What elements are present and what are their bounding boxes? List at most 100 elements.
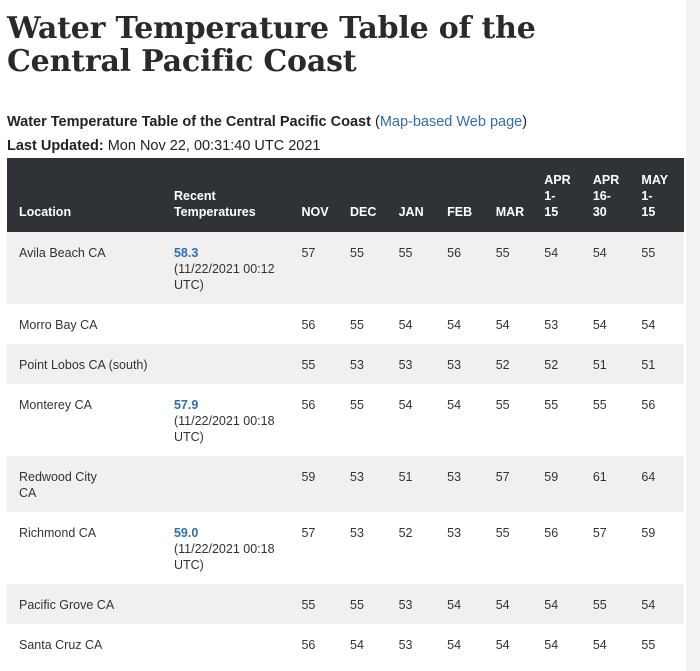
temp-may-1-15: 51 [641,358,656,372]
table-row: Redwood City CA 59 53 51 53 57 59 61 64 [7,456,684,512]
recent-temperature-cell: 58.3 (11/22/2021 00:12 UTC) [174,232,302,304]
temp-jan: 52 [398,526,413,540]
temp-mar: 55 [495,246,510,260]
paren-close: ) [522,114,528,130]
temp-apr-16-30: 61 [592,470,607,484]
temp-jan: 54 [398,318,413,332]
recent-temperature-time: (11/22/2021 00:12 UTC) [173,262,275,292]
table-header-row: Location Recent Temperatures NOV DEC JAN … [7,158,684,232]
temp-dec: 55 [350,398,364,412]
recent-temperature-cell [174,304,302,344]
header-may-1-15: MAY 1- 15 [641,173,669,219]
temp-nov: 59 [301,470,316,484]
table-row: Pacific Grove CA 55 55 53 54 54 54 55 54 [7,584,684,624]
temp-apr-1-15: 54 [544,246,559,260]
header-mar: MAR [495,205,525,219]
temp-feb: 53 [447,470,462,484]
temp-nov: 56 [301,398,316,412]
location-cell: Morro Bay CA [7,304,174,344]
temp-feb: 53 [447,526,462,540]
temp-nov: 56 [301,638,316,652]
table-row: Richmond CA 59.0 (11/22/2021 00:18 UTC) 57 5… [7,512,684,584]
temp-apr-16-30: 54 [592,246,607,260]
temp-nov: 57 [301,246,316,260]
temp-mar: 54 [495,638,510,652]
table-row: Monterey CA 57.9 (11/22/2021 00:18 UTC) 56 5… [7,384,684,456]
temp-dec: 53 [350,358,364,372]
scrollbar-track[interactable] [686,0,700,671]
header-dec: DEC [350,205,377,219]
temp-jan: 53 [398,358,413,372]
temp-dec: 53 [350,470,364,484]
location-name: Point Lobos CA (south) [19,358,148,372]
temp-dec: 54 [350,638,364,652]
last-updated-label: Last Updated: [7,138,104,154]
temp-feb: 53 [447,358,462,372]
temp-mar: 57 [495,470,510,484]
temp-nov: 55 [301,358,316,372]
recent-temperature-cell: 59.0 (11/22/2021 00:18 UTC) [174,512,302,584]
temp-apr-1-15: 52 [544,358,559,372]
caption-title: Water Temperature Table of the Central P… [7,114,371,130]
temp-may-1-15: 55 [641,246,656,260]
location-cell: Point Lobos CA (south) [7,344,174,384]
temp-mar: 55 [495,526,510,540]
recent-temperature-cell [174,344,302,384]
location-name: Avila Beach CA [19,246,106,260]
temp-mar: 54 [495,598,510,612]
recent-temperature-cell [174,584,302,624]
header-jan: JAN [398,205,424,219]
location-cell: Santa Cruz CA [7,624,174,664]
temp-jan: 53 [398,598,413,612]
temp-feb: 54 [447,318,462,332]
header-apr-16-30: APR 16- 30 [592,173,620,219]
header-nov: NOV [301,205,329,219]
temp-apr-1-15: 53 [544,318,559,332]
temp-may-1-15: 55 [641,638,656,652]
temp-nov: 56 [301,318,316,332]
recent-temperature-link[interactable]: 58.3 [173,246,199,260]
location-name: Santa Cruz CA [19,638,103,652]
temp-may-1-15: 54 [641,598,656,612]
table-row: Avila Beach CA 58.3 (11/22/2021 00:12 UTC)… [7,232,684,304]
temp-nov: 55 [301,598,316,612]
temp-may-1-15: 56 [641,398,656,412]
location-cell: Avila Beach CA [7,232,174,304]
water-temperature-table: Location Recent Temperatures NOV DEC JAN … [7,158,684,664]
temp-mar: 54 [495,318,510,332]
temp-apr-16-30: 57 [592,526,607,540]
table-row: Santa Cruz CA 56 54 53 54 54 54 54 55 [7,624,684,664]
temp-jan: 51 [398,470,413,484]
header-recent: Recent Temperatures [173,189,256,219]
temp-apr-16-30: 54 [592,638,607,652]
temp-apr-16-30: 55 [592,598,607,612]
map-page-link[interactable]: Map-based Web page [379,114,523,130]
location-cell: Monterey CA [7,384,174,456]
temp-apr-1-15: 54 [544,598,559,612]
table-row: Morro Bay CA 56 55 54 54 54 53 54 54 [7,304,684,344]
location-name: Morro Bay CA [19,318,98,332]
temp-feb: 54 [447,638,462,652]
header-feb: FEB [447,205,473,219]
temp-jan: 55 [398,246,413,260]
temp-may-1-15: 59 [641,526,656,540]
temp-mar: 52 [495,358,510,372]
temp-may-1-15: 64 [641,470,656,484]
recent-temperature-cell [174,456,302,512]
recent-temperature-cell [174,624,302,664]
temp-jan: 53 [398,638,413,652]
header-apr-1-15: APR 1- 15 [544,173,571,219]
table-row: Point Lobos CA (south) 55 53 53 53 52 52 51 51 [7,344,684,384]
location-cell: Richmond CA [7,512,174,584]
temp-may-1-15: 54 [641,318,656,332]
last-updated: Last Updated: Mon Nov 22, 00:31:40 UTC 2… [7,137,321,155]
recent-temperature-link[interactable]: 59.0 [173,526,199,540]
temp-apr-1-15: 56 [544,526,559,540]
recent-temperature-time: (11/22/2021 00:18 UTC) [173,414,275,444]
location-cell: Pacific Grove CA [7,584,174,624]
temp-jan: 54 [398,398,413,412]
recent-temperature-link[interactable]: 57.9 [173,398,199,412]
temp-apr-1-15: 55 [544,398,559,412]
page-title: Water Temperature Table of the Central P… [7,11,536,79]
temp-dec: 55 [350,246,364,260]
